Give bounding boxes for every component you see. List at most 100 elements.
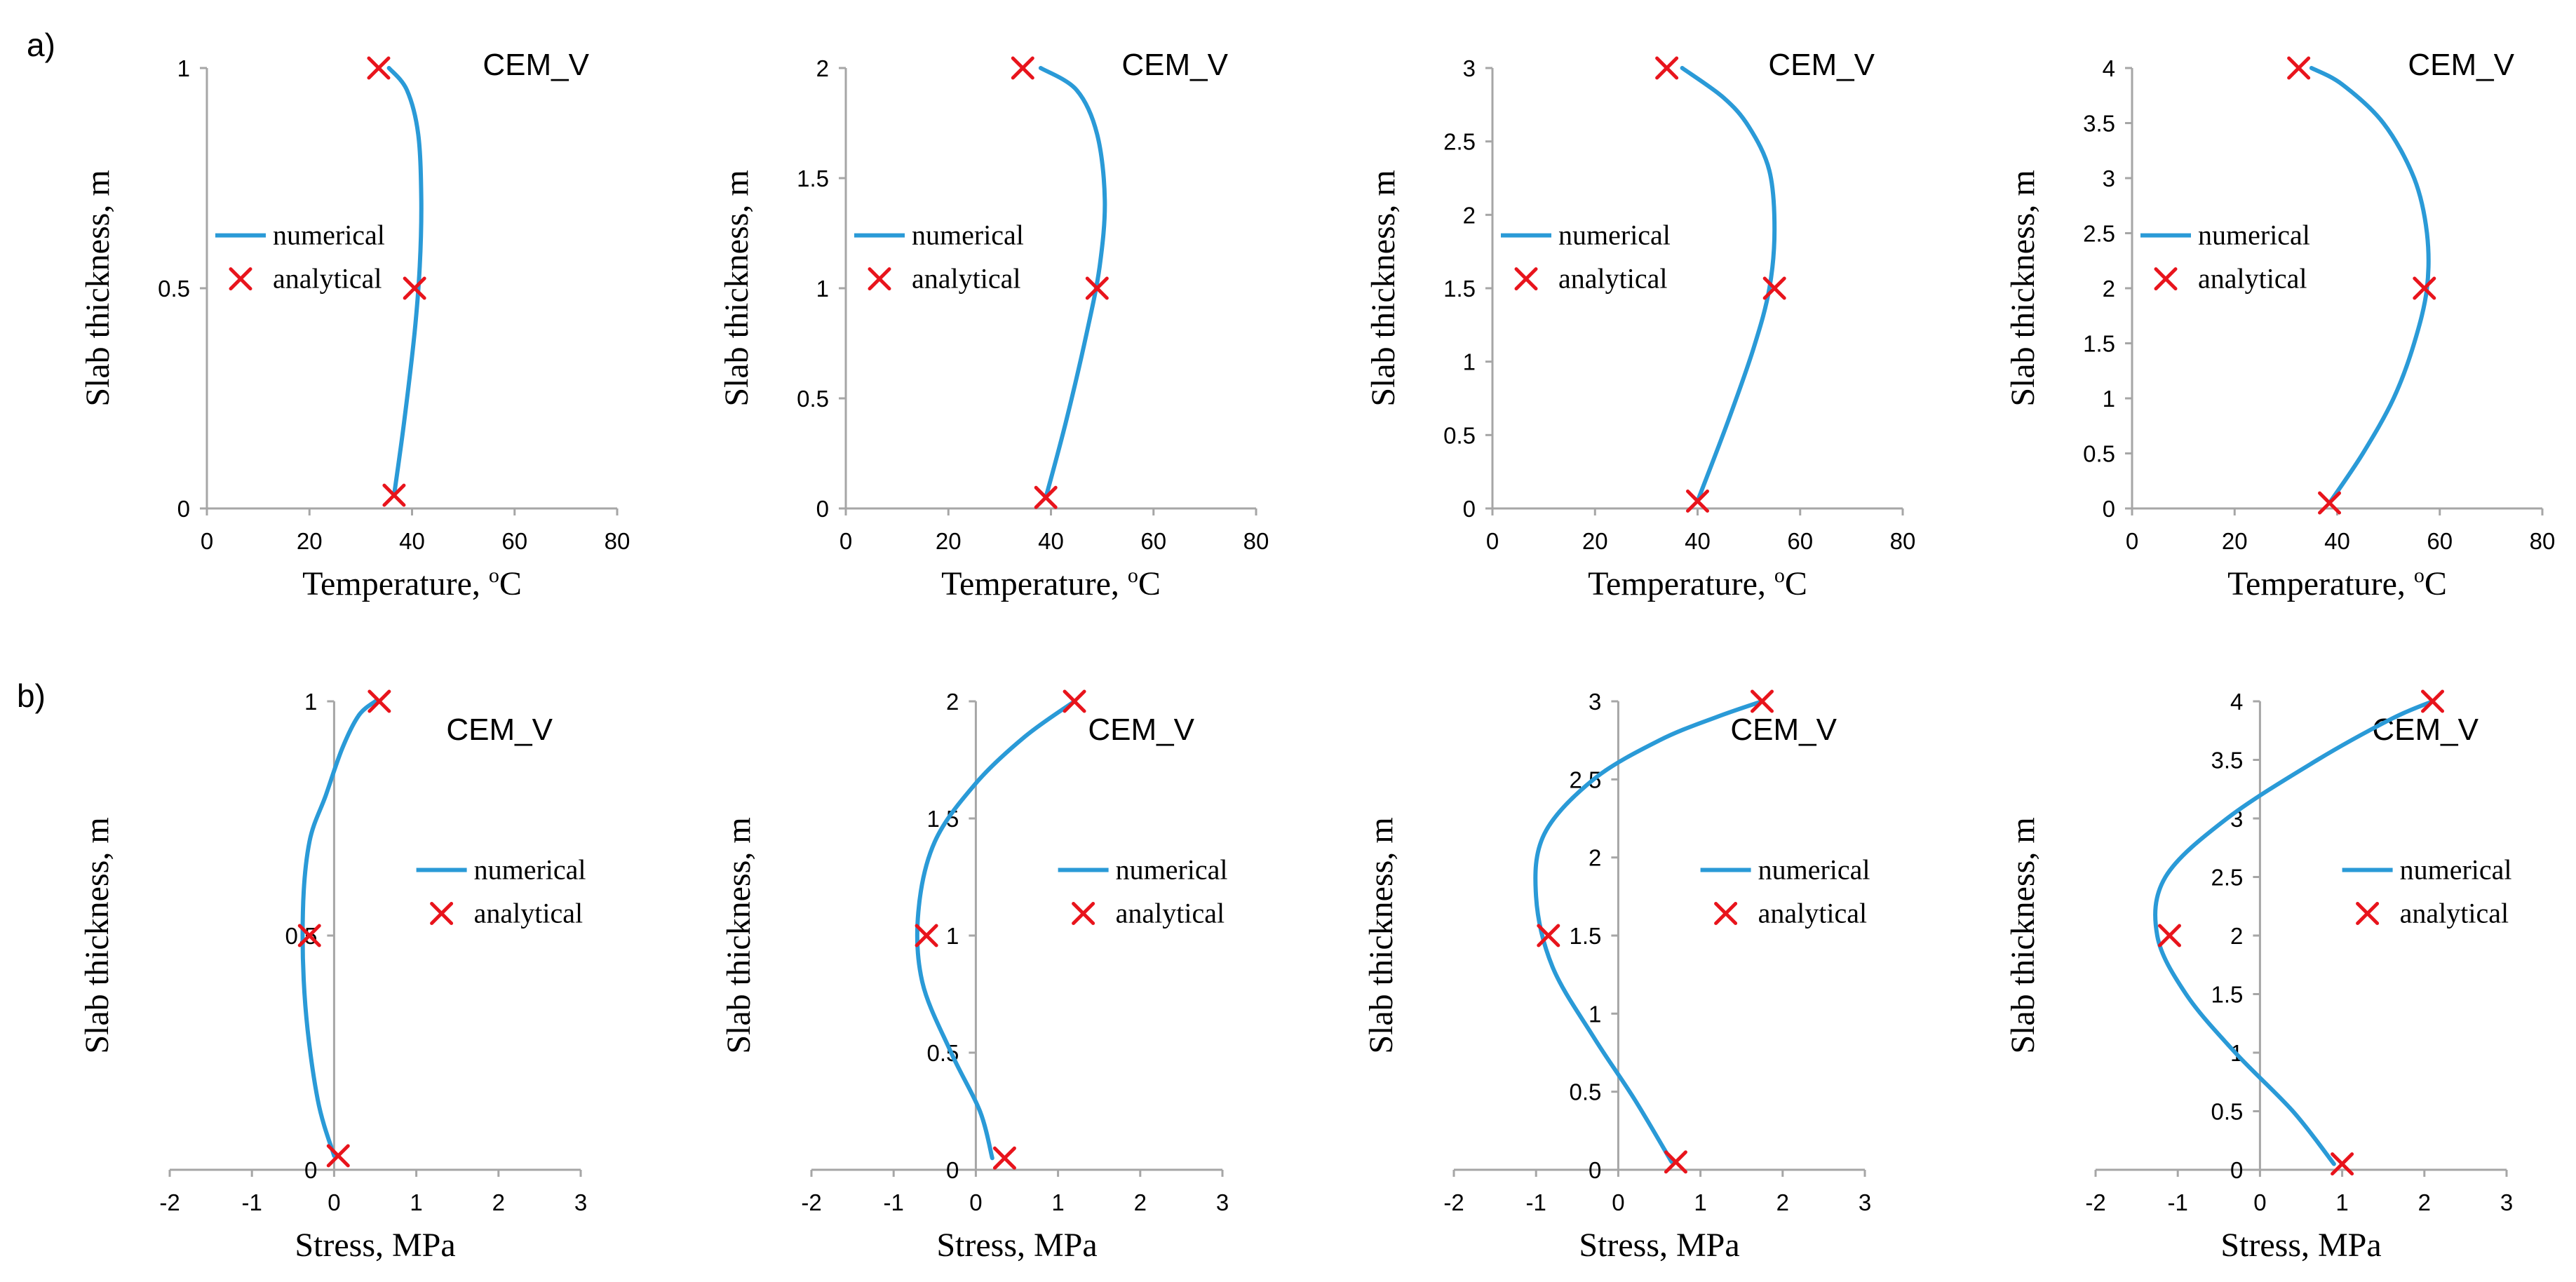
analytical-point-stroke-b: [326, 1144, 350, 1168]
analytical-point: [297, 924, 321, 947]
y-tick-label: 1: [177, 55, 190, 81]
legend: numerical analytical: [1058, 853, 1228, 929]
x-axis-title: Stress, MPa: [936, 1227, 1097, 1264]
legend-analytical-marker: [1072, 901, 1095, 925]
y-tick-label: 2.5: [1443, 129, 1476, 155]
x-tick-label: 60: [1787, 528, 1813, 554]
analytical-point-stroke-b: [2287, 56, 2311, 80]
y-tick-label: 0.5: [797, 386, 829, 412]
analytical-point-stroke-b: [1085, 276, 1109, 300]
analytical-point: [1063, 689, 1086, 713]
y-tick-label: 0: [946, 1157, 959, 1183]
x-axis-title: Stress, MPa: [295, 1227, 455, 1264]
legend-analytical-marker: [868, 267, 891, 291]
x-tick-label: -1: [884, 1189, 904, 1215]
row-label-a: a): [27, 27, 55, 63]
x-axis-title-superscript: o: [1774, 564, 1785, 587]
y-tick-label: 1.5: [797, 166, 829, 191]
legend-analytical-label: analytical: [1558, 263, 1667, 295]
x-tick-label: -1: [1526, 1189, 1546, 1215]
x-axis-title: Temperature, oC: [2227, 564, 2447, 602]
analytical-point-stroke-b: [367, 689, 391, 713]
analytical-point: [1655, 56, 1679, 80]
legend-analytical-marker-stroke-b: [1714, 901, 1738, 925]
y-tick-label: 3.5: [2083, 111, 2115, 137]
y-tick-label: 0: [304, 1157, 317, 1183]
x-axis-title: Temperature, oC: [1588, 564, 1807, 602]
analytical-point: [326, 1144, 350, 1168]
x-axis-title-superscript: o: [2414, 564, 2425, 587]
legend-analytical-label: analytical: [2400, 897, 2509, 929]
y-tick-label: 2: [2230, 923, 2243, 949]
analytical-point: [915, 924, 938, 947]
legend: numerical analytical: [215, 220, 385, 295]
numerical-series-line: [1038, 66, 1107, 500]
y-tick-label: 2: [1589, 845, 1601, 871]
x-tick-label: 60: [2427, 528, 2453, 554]
x-axis-title-unit: C: [1785, 565, 1807, 602]
legend-analytical-marker: [2154, 267, 2178, 291]
numerical-series-line: [386, 66, 424, 498]
analytical-point-stroke-b: [1655, 56, 1679, 80]
panel-title: CEM_V: [483, 48, 589, 82]
analytical-point-stroke-b: [2318, 491, 2342, 515]
legend-numerical-label: numerical: [1116, 853, 1228, 885]
legend: numerical analytical: [1700, 853, 1870, 929]
analytical-point: [1751, 689, 1774, 713]
x-axis-title-superscript: o: [489, 564, 499, 587]
x-tick-label: 80: [1243, 528, 1269, 554]
y-tick-label: 1.5: [1570, 923, 1602, 949]
legend-numerical-label: numerical: [474, 853, 586, 885]
y-tick-label: 1: [816, 276, 829, 302]
numerical-series-line: [1533, 699, 1765, 1164]
x-axis-title-unit: C: [2425, 565, 2447, 602]
y-tick-label: 0: [2230, 1157, 2243, 1183]
analytical-point-stroke-b: [1034, 485, 1058, 509]
x-axis-title-unit: C: [1138, 565, 1161, 602]
panel-title: CEM_V: [2372, 713, 2479, 747]
analytical-point: [2157, 924, 2181, 947]
chart-a-2: 0 20 40 60 80 0 0.5 1 1.5 2 Temperature, oC Slab th…: [718, 48, 1269, 602]
y-tick-label: 2: [946, 689, 959, 715]
numerical-series-line: [2153, 699, 2435, 1166]
analytical-point-stroke-b: [1011, 56, 1034, 80]
analytical-point: [992, 1146, 1016, 1170]
legend-analytical-marker-stroke-b: [1072, 901, 1095, 925]
y-tick-label: 4: [2103, 55, 2115, 81]
legend-analytical-label: analytical: [1758, 897, 1867, 929]
x-tick-label: 80: [2530, 528, 2556, 554]
x-axis-title: Temperature, oC: [302, 564, 522, 602]
x-tick-label: 0: [969, 1189, 982, 1215]
panel-title: CEM_V: [1730, 713, 1837, 747]
analytical-point: [2318, 491, 2342, 515]
x-tick-label: -2: [159, 1189, 180, 1215]
legend-analytical-marker: [2356, 901, 2380, 925]
numerical-series-line: [300, 699, 377, 1158]
chart-a-4: 0 20 40 60 80 0 0.5 1 1.5 2 2.5 3 3.5 4 Temperature, o…: [2004, 48, 2555, 602]
analytical-point: [1664, 1150, 1687, 1174]
legend-analytical-label: analytical: [273, 263, 382, 295]
panel-title: CEM_V: [2408, 48, 2514, 82]
analytical-point-stroke-b: [297, 924, 321, 947]
x-axis-title: Temperature, oC: [941, 564, 1161, 602]
x-tick-label: 40: [399, 528, 425, 554]
analytical-point: [1537, 924, 1560, 947]
y-tick-label: 1.5: [2083, 331, 2115, 357]
x-tick-label: 3: [1216, 1189, 1229, 1215]
y-tick-label: 0.5: [158, 276, 190, 302]
analytical-point: [2413, 276, 2436, 300]
x-tick-label: 80: [1890, 528, 1916, 554]
analytical-point: [1034, 485, 1058, 509]
x-axis-title-superscript: o: [1128, 564, 1138, 587]
legend-numerical-label: numerical: [2198, 220, 2310, 251]
y-tick-label: 0: [816, 496, 829, 522]
y-tick-label: 3.5: [2211, 748, 2244, 774]
y-tick-label: 4: [2230, 689, 2243, 715]
analytical-point: [1762, 276, 1786, 300]
x-tick-label: 2: [1776, 1189, 1789, 1215]
legend: numerical analytical: [2140, 220, 2310, 295]
y-tick-label: 0.5: [2211, 1099, 2244, 1125]
